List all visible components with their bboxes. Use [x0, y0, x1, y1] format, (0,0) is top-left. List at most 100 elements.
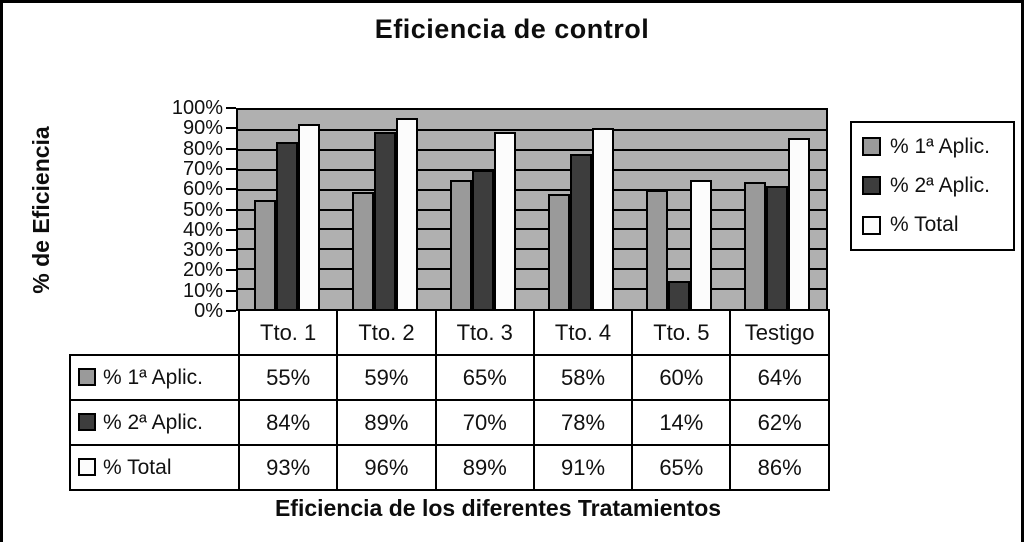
table-value-cell: 91%: [532, 444, 634, 491]
table-row: % Total 93% 96% 89% 91% 65% 86%: [69, 444, 830, 491]
y-tick-mark: [226, 167, 236, 170]
bar: [352, 192, 374, 309]
gridline: [238, 188, 826, 191]
legend-swatch: [862, 215, 881, 235]
table-value-cell: 65%: [631, 444, 732, 491]
bar: [690, 180, 712, 309]
bar: [646, 190, 668, 309]
y-tick-label: 40%: [182, 218, 223, 241]
table-value-cell: 70%: [434, 399, 535, 446]
table-value-cell: 58%: [532, 354, 634, 401]
legend-item-label: % 1ª Aplic.: [890, 134, 990, 158]
table-row: % 2ª Aplic. 84% 89% 70% 78% 14% 62%: [69, 399, 830, 446]
table-value-cell: 89%: [434, 444, 535, 491]
table-header-cell: Tto. 2: [336, 309, 437, 356]
x-axis-title: Eficiencia de los diferentes Tratamiento…: [274, 495, 722, 521]
y-tick-label: 20%: [182, 259, 223, 282]
bar: [298, 124, 320, 309]
table-value-cell: 55%: [237, 354, 339, 401]
bar: [374, 132, 396, 309]
y-tick-label: 30%: [182, 239, 223, 262]
legend-swatch: [862, 176, 881, 196]
gridline: [238, 228, 826, 231]
legend-item: % 2ª Aplic.: [862, 174, 1009, 198]
bar: [766, 186, 788, 309]
table-row: % 1ª Aplic. 55% 59% 65% 58% 60% 64%: [69, 354, 830, 401]
legend: % 1ª Aplic. % 2ª Aplic. % Total: [850, 121, 1015, 251]
bar: [494, 132, 516, 309]
table-value-cell: 78%: [532, 399, 634, 446]
legend-item-label: % Total: [890, 213, 959, 237]
y-tick-label: 90%: [182, 117, 223, 140]
y-tick-label: 60%: [182, 178, 223, 201]
bar: [592, 128, 614, 309]
data-table: Tto. 1 Tto. 2 Tto. 3 Tto. 4 Tto. 5 Testigo% 1…: [69, 309, 830, 491]
y-tick-mark: [226, 127, 236, 130]
bar: [472, 170, 494, 309]
table-header-cell: Tto. 4: [532, 309, 634, 356]
row-label-swatch: [78, 367, 96, 386]
row-label-cell: % 2ª Aplic.: [69, 399, 240, 446]
row-label-cell: % Total: [69, 444, 240, 491]
table-header-cell: Tto. 5: [631, 309, 732, 356]
gridline: [238, 168, 826, 171]
bar: [744, 182, 766, 309]
y-tick-mark: [226, 107, 236, 109]
y-tick-mark: [226, 269, 236, 272]
bar: [570, 154, 592, 309]
y-axis-title: % de Eficiencia: [28, 126, 54, 294]
y-tick-label: 100%: [171, 97, 223, 119]
y-tick-mark: [226, 147, 236, 150]
row-label-text: % 2ª Aplic.: [103, 410, 203, 434]
row-label-swatch: [78, 412, 96, 431]
bar: [276, 142, 298, 309]
gridline: [238, 248, 826, 251]
y-tick-mark: [226, 228, 236, 231]
table-header-row: Tto. 1 Tto. 2 Tto. 3 Tto. 4 Tto. 5 Testigo: [70, 309, 830, 356]
table-value-cell: 14%: [631, 399, 732, 446]
row-label-text: % Total: [103, 455, 172, 479]
y-tick-label: 10%: [182, 279, 223, 302]
table-value-cell: 62%: [729, 399, 830, 446]
table-header-cell: Tto. 3: [434, 309, 535, 356]
gridline: [238, 128, 826, 131]
chart-title: Eficiencia de control: [374, 14, 650, 44]
bar: [254, 200, 276, 309]
table-value-cell: 65%: [434, 354, 535, 401]
y-tick-label: 80%: [182, 137, 223, 160]
bar: [668, 281, 690, 309]
legend-swatch: [862, 137, 881, 157]
y-tick-mark: [226, 289, 236, 292]
table-value-cell: 60%: [631, 354, 732, 401]
row-label-swatch: [78, 457, 96, 476]
table-value-cell: 89%: [336, 399, 437, 446]
table-header-cell: Tto. 1: [237, 309, 339, 356]
bar: [396, 118, 418, 309]
bar: [548, 194, 570, 309]
table-value-cell: 86%: [729, 444, 830, 491]
legend-item: % 1ª Aplic.: [862, 135, 1009, 159]
gridline: [238, 288, 826, 291]
y-tick-mark: [226, 188, 236, 191]
table-value-cell: 59%: [336, 354, 437, 401]
table-value-cell: 84%: [237, 399, 339, 446]
table-value-cell: 64%: [729, 354, 830, 401]
y-tick-mark: [226, 249, 236, 252]
legend-item-label: % 2ª Aplic.: [890, 173, 990, 197]
table-header-cell: Testigo: [729, 309, 830, 356]
gridline: [238, 148, 826, 151]
y-tick-mark: [226, 310, 236, 312]
y-tick-label: 70%: [182, 157, 223, 180]
y-tick-mark: [226, 208, 236, 211]
gridline: [238, 208, 826, 211]
table-value-cell: 93%: [237, 444, 339, 491]
legend-item: % Total: [862, 213, 1009, 237]
bar: [788, 138, 810, 309]
bar: [450, 180, 472, 309]
table-value-cell: 96%: [336, 444, 437, 491]
row-label-text: % 1ª Aplic.: [103, 365, 203, 389]
y-tick-label: 0%: [194, 300, 223, 322]
row-label-cell: % 1ª Aplic.: [69, 354, 240, 401]
plot-area: [236, 108, 828, 311]
